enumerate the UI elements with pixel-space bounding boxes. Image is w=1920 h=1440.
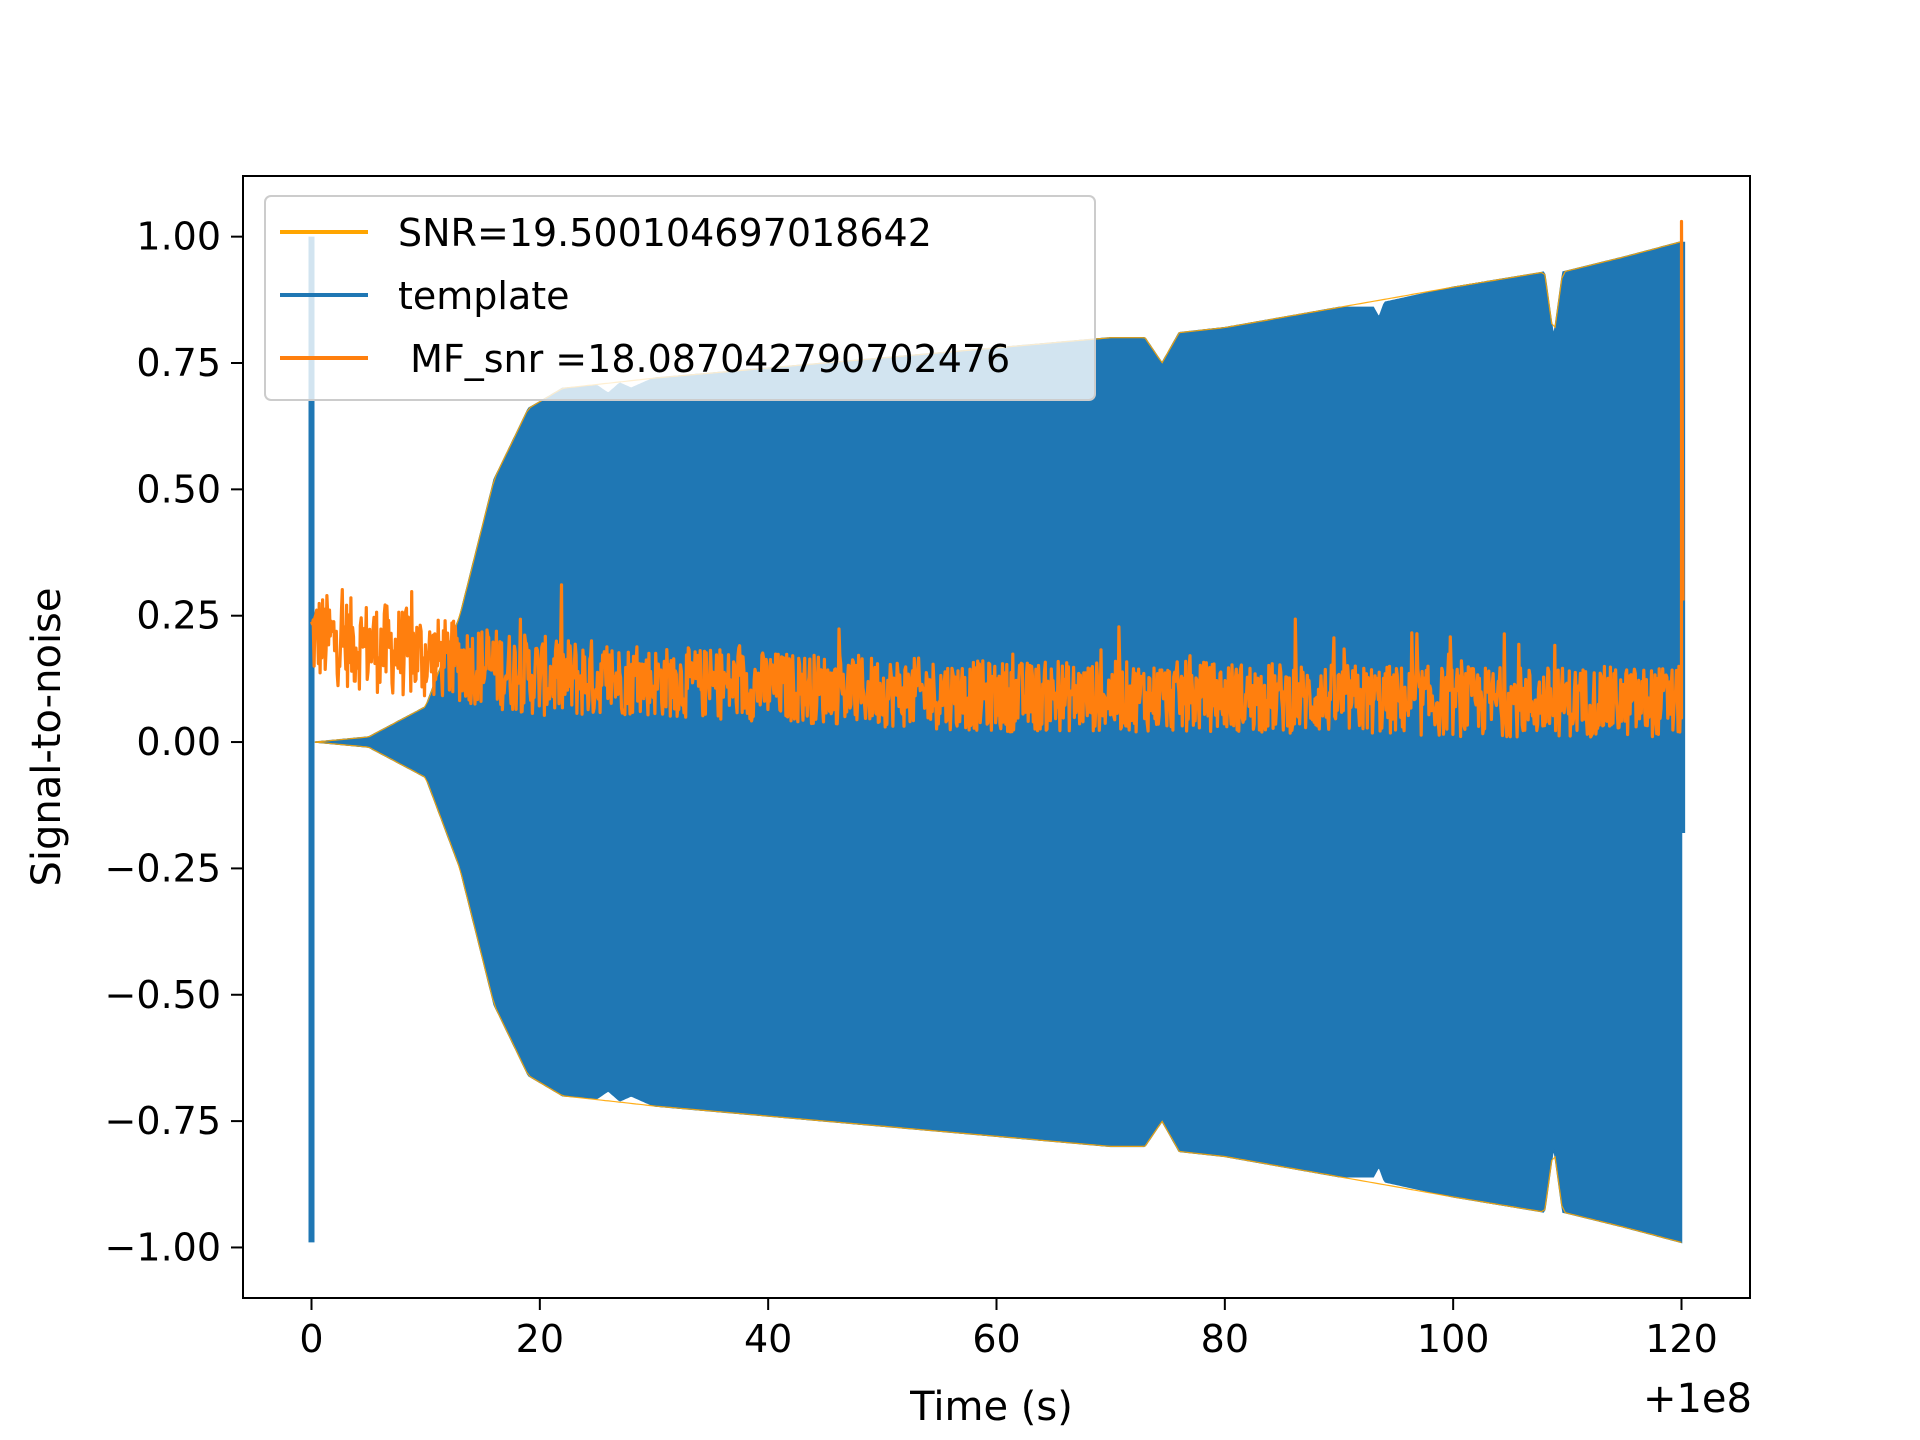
x-axis-offset-label: +1e8 bbox=[1643, 1376, 1752, 1422]
x-tick-label: 80 bbox=[1201, 1317, 1249, 1361]
x-tick-label: 20 bbox=[516, 1317, 564, 1361]
y-tick-label: 0.25 bbox=[136, 594, 221, 638]
y-axis-label: Signal-to-noise bbox=[24, 587, 70, 886]
x-tick-label: 0 bbox=[299, 1317, 323, 1361]
x-tick-label: 40 bbox=[744, 1317, 792, 1361]
y-tick-label: 0.50 bbox=[136, 467, 221, 511]
legend-entry-label: MF_snr =18.087042790702476 bbox=[398, 337, 1010, 381]
axes: 0 20 40 60 80 100 120 1.00 0.75 0.50 0.25 0.00 −0.25… bbox=[105, 175, 1751, 1361]
snr-envelope-lower bbox=[314, 741, 1682, 1243]
y-tick-label: 0.00 bbox=[136, 720, 221, 764]
x-tick-label: 100 bbox=[1417, 1317, 1490, 1361]
x-axis-label: Time (s) bbox=[909, 1384, 1073, 1430]
y-tick-label: −0.75 bbox=[105, 1099, 221, 1143]
y-tick-label: 0.75 bbox=[136, 341, 221, 385]
y-tick-label: 1.00 bbox=[136, 215, 221, 259]
legend-entry-label: SNR=19.500104697018642 bbox=[398, 211, 932, 255]
y-tick-label: −1.00 bbox=[105, 1225, 221, 1269]
plot-area bbox=[308, 219, 1686, 1244]
y-tick-label: −0.25 bbox=[105, 846, 221, 890]
x-tick-label: 60 bbox=[972, 1317, 1020, 1361]
x-tick-label: 120 bbox=[1645, 1317, 1718, 1361]
mf-snr-series bbox=[310, 219, 1685, 739]
legend: SNR=19.500104697018642 template MF_snr =1… bbox=[264, 195, 1096, 401]
y-tick-label: −0.50 bbox=[105, 973, 221, 1017]
legend-box bbox=[264, 195, 1096, 401]
legend-entry-label: template bbox=[398, 274, 570, 318]
